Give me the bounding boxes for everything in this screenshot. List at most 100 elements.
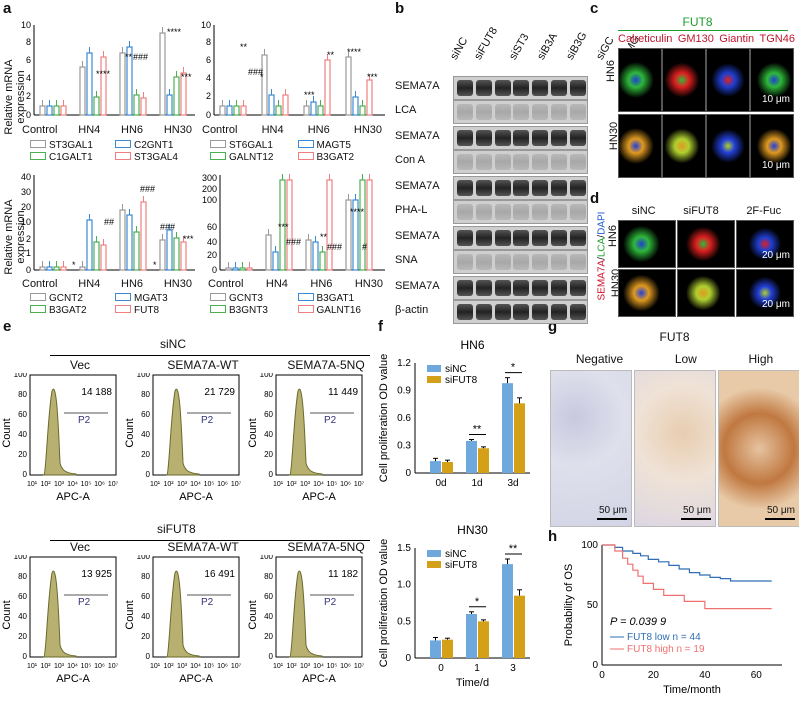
bar-a4bars-2-2 xyxy=(319,251,326,271)
panel-d-scale-label: 20 μm xyxy=(762,250,790,261)
bar-a2bars-1-3 xyxy=(282,94,289,116)
panel-c-scale-label: 10 μm xyxy=(762,94,790,105)
bar-a3bars-2-2 xyxy=(133,231,140,271)
blot-band xyxy=(532,154,549,170)
a3-group-hn4: HN4 xyxy=(78,278,101,290)
blot-band xyxy=(513,304,530,320)
a1-legend-1: C2GNT1 xyxy=(134,140,174,151)
x-tick: 10¹ xyxy=(27,663,38,670)
bar-a1bars-1-2 xyxy=(93,96,100,116)
bar-a3bars-1-0 xyxy=(79,266,86,271)
h-curve-0 xyxy=(602,544,772,582)
blot-band xyxy=(569,254,586,270)
panel-d-image-1-1 xyxy=(677,269,735,317)
histogram-fill xyxy=(288,388,323,476)
panel-g-col-0: Negative xyxy=(575,352,624,366)
blot-row-label-9: β-actin xyxy=(395,304,429,316)
svg-text:4: 4 xyxy=(26,73,31,83)
svg-text:1: 1 xyxy=(26,248,31,258)
f-hn6-bar-siNC-0d xyxy=(430,461,441,473)
panel-c-image-1-0 xyxy=(618,114,662,178)
bar-a2bars-2-1 xyxy=(310,101,317,116)
x-tick: 10³ xyxy=(300,663,311,670)
panel-d-image-1-0 xyxy=(618,269,676,317)
h-x-tick: 20 xyxy=(648,670,660,681)
panel-e-bottom-group: siFUT8 xyxy=(157,522,196,536)
x-tick: 10⁶ xyxy=(94,481,105,488)
y-tick: 100 xyxy=(137,373,151,379)
blot-band xyxy=(494,204,511,220)
gate-label: P2 xyxy=(78,415,91,426)
panel-g-title: FUT8 xyxy=(659,330,690,344)
svg-text:8: 8 xyxy=(26,37,31,47)
x-tick: 10² xyxy=(40,481,51,488)
mfi-value: 11 182 xyxy=(328,569,358,580)
a4-legend-0: GCNT3 xyxy=(229,293,263,304)
a4-legend-1: B3GAT1 xyxy=(316,293,355,304)
panel-d-ylabel-sep2: / xyxy=(596,234,608,238)
svg-text:*: * xyxy=(72,260,76,270)
f-hn6-sig-1d: ** xyxy=(473,424,482,436)
panel-d-image-1-2: 20 μm xyxy=(736,269,794,317)
svg-text:2: 2 xyxy=(26,234,31,244)
f-hn30-bar-siNC-0 xyxy=(430,640,441,658)
f-hn30-legend-0: siNC xyxy=(445,549,467,560)
x-tick: 10² xyxy=(286,663,297,670)
x-tick: 10⁵ xyxy=(204,481,215,488)
panel-c-scale-label: 10 μm xyxy=(762,160,790,171)
bar-a2bars-2-0 xyxy=(303,105,310,116)
histogram-plot: P2 16 491 0 20 40 60 80 100 10¹ 10² 10³ 10⁴ 10⁵ 10⁶ 10… xyxy=(124,555,242,685)
f-hn30-y-tick: 1.5 xyxy=(397,543,411,554)
bar-a4bars-2-0 xyxy=(305,239,312,271)
h-xlabel: Time/month xyxy=(663,684,721,696)
blot-band xyxy=(513,80,530,96)
panel-label-e: e xyxy=(3,318,12,335)
y-tick: 60 xyxy=(18,410,27,419)
a1-group-hn4: HN4 xyxy=(78,124,101,136)
panel-c-title: FUT8 xyxy=(682,15,713,29)
blot-band xyxy=(513,230,530,246)
svg-text:0: 0 xyxy=(206,110,211,120)
panel-d-image-0-0 xyxy=(618,220,676,268)
panel-b: siNC siFUT8 siST3 siB3A siB3G siGC siMG … xyxy=(395,20,642,324)
panel-d: siNC siFUT8 2F-Fuc SEMA7A/LCA/DAPI HN6 H… xyxy=(596,205,795,317)
f-hn30-bar-siFUT8-1 xyxy=(478,621,489,658)
a3-group-control: Control xyxy=(22,278,58,290)
blot-band xyxy=(551,80,567,96)
h-legend-1: FUT8 high n = 19 xyxy=(627,644,705,655)
histogram-fill xyxy=(165,570,200,658)
gate-label: P2 xyxy=(201,597,214,608)
svg-text:8: 8 xyxy=(206,37,211,47)
histogram-title: SEMA7A-5NQ xyxy=(287,358,365,372)
bar-a1bars-1-0 xyxy=(79,66,86,116)
panel-f-chart-hn30: HN30 0 0.5 1.0 1.5 Cell proliferation OD valu… xyxy=(378,523,530,689)
f-hn30-bar-siNC-1 xyxy=(466,614,477,658)
y-tick: 0 xyxy=(146,470,151,479)
svg-text:***: *** xyxy=(183,234,194,244)
panel-d-col-2: 2F-Fuc xyxy=(746,205,782,217)
bar-a3bars-2-0 xyxy=(119,209,126,271)
bar-a4bars-0-0 xyxy=(225,267,232,271)
blot-strip-2 xyxy=(453,126,588,150)
y-tick: 80 xyxy=(141,390,150,399)
f-hn6-legend-swatch-0 xyxy=(427,365,441,372)
y-tick: 100 xyxy=(14,373,28,379)
svg-text:###: ### xyxy=(248,67,263,77)
y-tick: 20 xyxy=(141,450,150,459)
mfi-value: 14 188 xyxy=(81,387,112,398)
x-tick: 10³ xyxy=(177,481,188,488)
histogram-fill xyxy=(288,570,323,658)
a4-group-control: Control xyxy=(208,278,244,290)
histogram-title: Vec xyxy=(69,540,90,554)
blot-band xyxy=(457,230,473,246)
f-hn6-sig-3d: * xyxy=(511,362,516,374)
blot-band xyxy=(513,154,530,170)
f-hn6-bar-siFUT8-0d xyxy=(442,462,453,473)
f-hn6-legend-swatch-1 xyxy=(427,376,441,383)
f-hn30-legend-swatch-1 xyxy=(427,561,441,568)
svg-text:***: *** xyxy=(304,90,315,100)
svg-text:4: 4 xyxy=(206,73,211,83)
blot-band xyxy=(457,304,473,320)
a3-group-hn30: HN30 xyxy=(163,278,192,290)
f-hn6-legend-0: siNC xyxy=(445,364,467,375)
